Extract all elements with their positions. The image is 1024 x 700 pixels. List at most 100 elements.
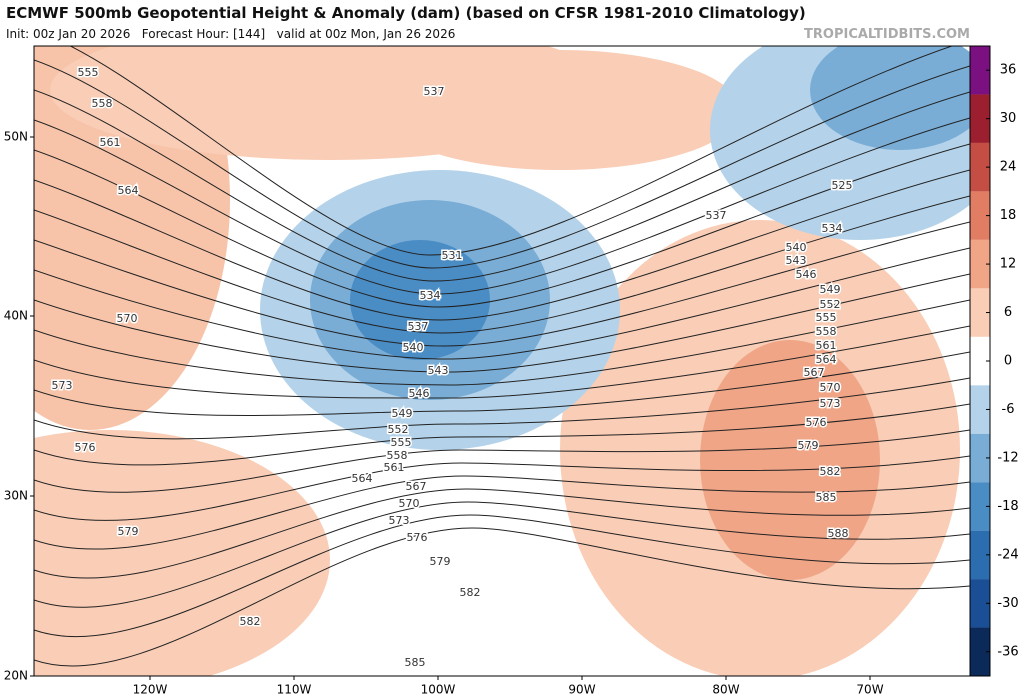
colorbar-tick-label: -36 — [997, 644, 1018, 659]
contour-line — [34, 299, 970, 386]
contour-label: 570 — [820, 381, 841, 394]
colorbar-band — [970, 142, 990, 192]
contour-line — [34, 89, 970, 282]
colorbar-band — [970, 530, 990, 580]
contour-label: 576 — [806, 416, 827, 429]
colorbar-tick-label: 30 — [1000, 111, 1017, 126]
longitude-label: 80W — [712, 683, 739, 697]
contour-label: 585 — [405, 656, 426, 669]
contour-label: 555 — [78, 66, 99, 79]
colorbar-tick-label: -6 — [1002, 402, 1015, 417]
latitude-label: 30N — [4, 489, 28, 503]
colorbar-tick-label: 24 — [1000, 160, 1017, 175]
longitude-label: 100W — [421, 683, 456, 697]
colorbar-band — [970, 191, 990, 240]
contour-label: 546 — [796, 268, 817, 281]
contour-label: 585 — [816, 491, 837, 504]
colorbar-band — [970, 579, 990, 628]
contour-line — [34, 247, 970, 360]
contour-label: 534 — [822, 222, 843, 235]
contour-line — [34, 273, 970, 373]
contour-line — [34, 455, 970, 522]
contour-label: 558 — [387, 449, 408, 462]
contour-line — [34, 488, 970, 579]
colorbar-tick-label: -30 — [997, 596, 1018, 611]
contour-line — [34, 429, 970, 493]
contour-label: 573 — [389, 514, 410, 527]
contour-line — [34, 475, 970, 550]
contour-label: 558 — [92, 97, 113, 110]
colorbar-band — [970, 385, 990, 434]
contour-label: 552 — [388, 423, 409, 436]
contour-label: 576 — [407, 531, 428, 544]
contour-label: 567 — [804, 366, 825, 379]
colorbar-band — [970, 433, 990, 483]
contour-label: 579 — [798, 439, 819, 452]
contour-line — [34, 325, 970, 399]
colorbar-tick-label: 0 — [1004, 354, 1012, 369]
colorbar-tick-label: 36 — [1000, 63, 1017, 78]
contour-label: 570 — [117, 312, 138, 325]
contour-label: 582 — [240, 615, 261, 628]
contour-label: 534 — [420, 289, 441, 302]
contour-line — [34, 195, 970, 334]
contour-label: 525 — [832, 179, 853, 192]
contour-label: 573 — [52, 379, 73, 392]
contour-line — [34, 351, 970, 417]
contour-line — [34, 221, 970, 347]
latitude-label: 20N — [4, 669, 28, 683]
longitude-label: 120W — [133, 683, 168, 697]
contour-line — [34, 403, 970, 466]
contour-line — [34, 527, 970, 667]
contour-label: 570 — [399, 497, 420, 510]
colorbar-tick-label: -12 — [997, 450, 1018, 465]
longitude-label: 70W — [856, 683, 883, 697]
contour-line — [34, 501, 970, 608]
contour-label: 537 — [408, 320, 429, 333]
contour-label: 567 — [406, 480, 427, 493]
contour-label: 564 — [816, 353, 837, 366]
contour-label: 561 — [816, 339, 837, 352]
colorbar-tick-label: 6 — [1004, 305, 1012, 320]
contour-label: 537 — [706, 209, 727, 222]
colorbar-tick-label: 18 — [1000, 208, 1017, 223]
colorbar-band — [970, 94, 990, 143]
colorbar-tick-label: -24 — [997, 547, 1018, 562]
latitude-label: 40N — [4, 309, 28, 323]
contour-line — [34, 143, 970, 308]
contour-label: 555 — [391, 436, 412, 449]
contour-line — [34, 377, 970, 440]
contour-label: 579 — [118, 525, 139, 538]
contour-label: 537 — [424, 85, 445, 98]
contour-label: 540 — [786, 241, 807, 254]
contour-label: 582 — [460, 586, 481, 599]
contour-label: 582 — [820, 465, 841, 478]
contour-label: 543 — [786, 254, 807, 267]
contour-label: 576 — [75, 441, 96, 454]
contour-label: 549 — [392, 407, 413, 420]
colorbar-band — [970, 288, 990, 337]
source: TROPICALTIDBITS.COM — [804, 27, 970, 42]
title: ECMWF 500mb Geopotential Height & Anomal… — [6, 4, 806, 22]
contour-label: 531 — [442, 249, 463, 262]
contour-label: 558 — [816, 325, 837, 338]
contour-label: 579 — [430, 555, 451, 568]
contour-label: 552 — [820, 298, 841, 311]
colorbar-band — [970, 46, 990, 95]
contour-label: 549 — [820, 283, 841, 296]
colorbar-tick-label: -18 — [997, 499, 1018, 514]
contour-label: 543 — [428, 364, 449, 377]
contour-label: 546 — [409, 387, 430, 400]
contour-label: 555 — [816, 311, 837, 324]
colorbar-band — [970, 627, 990, 676]
map: 5555585615645705735765795825375315345375… — [34, 46, 970, 676]
colorbar-band — [970, 482, 990, 531]
contour-label: 588 — [828, 527, 849, 540]
contour-line — [34, 59, 970, 269]
contour-label: 564 — [118, 184, 139, 197]
latitude-label: 50N — [4, 130, 28, 144]
longitude-label: 110W — [277, 683, 312, 697]
longitude-label: 90W — [568, 683, 595, 697]
contour-label: 573 — [820, 397, 841, 410]
